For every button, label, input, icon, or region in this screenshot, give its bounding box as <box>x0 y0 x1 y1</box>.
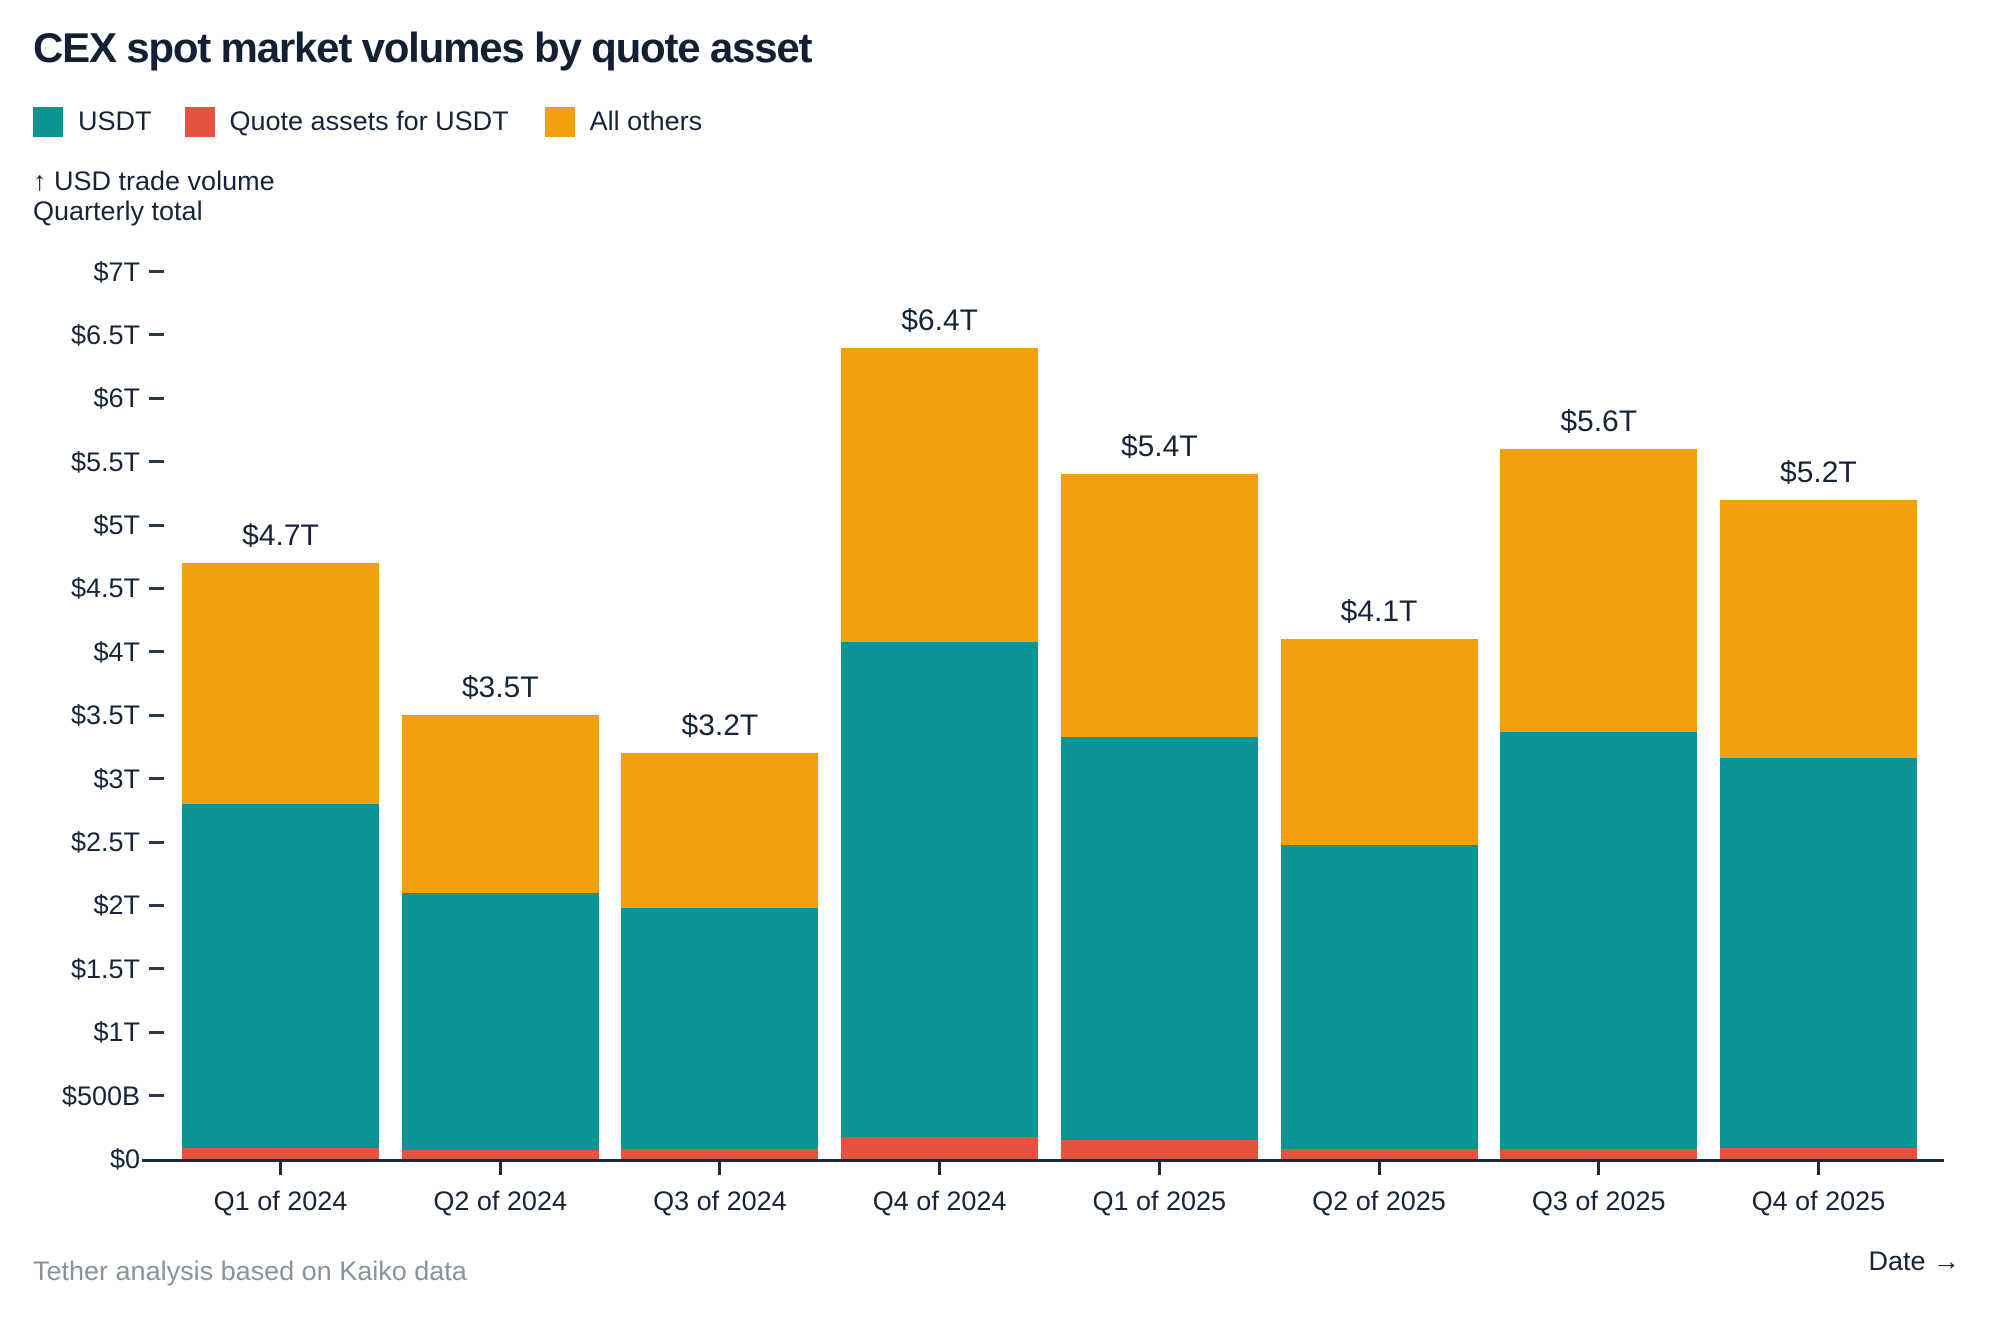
bar-segment-all-others <box>1280 639 1478 845</box>
x-tick-label: Q1 of 2025 <box>1092 1186 1227 1216</box>
y-tick-mark <box>149 903 164 907</box>
bar-total-label: $3.2T <box>681 709 759 743</box>
y-tick-mark <box>149 586 164 590</box>
bar-segment-usdt <box>1719 758 1917 1148</box>
page-title: CEX spot market volumes by quote asset <box>33 24 813 71</box>
y-tick-mark <box>149 840 164 844</box>
y-tick-mark <box>149 333 164 337</box>
bar-total-label: $5.2T <box>1780 455 1857 489</box>
y-tick-mark <box>149 650 164 654</box>
bar-segment-quote-assets-for-usdt <box>1500 1148 1698 1159</box>
y-tick-mark <box>149 1030 164 1034</box>
x-tick-mark <box>1157 1162 1161 1175</box>
x-tick-mark <box>1377 1162 1381 1175</box>
bar-segment-usdt <box>401 892 599 1151</box>
x-tick-mark <box>1816 1162 1820 1175</box>
x-axis-line <box>142 1159 1944 1162</box>
legend-label-usdt: USDT <box>78 106 152 136</box>
y-tick-label: $4T <box>93 636 140 667</box>
bar-segment-quote-assets-for-usdt <box>621 1148 819 1159</box>
bar-segment-all-others <box>841 347 1039 642</box>
x-tick-mark <box>498 1162 502 1175</box>
x-tick-label: Q2 of 2025 <box>1312 1186 1446 1216</box>
y-axis-title: ↑ USD trade volume Quarterly total <box>33 166 275 226</box>
y-tick-label: $2T <box>93 890 140 921</box>
x-tick-label: Q4 of 2024 <box>872 1186 1007 1216</box>
y-tick-mark <box>149 777 164 781</box>
x-tick-label: Q4 of 2025 <box>1751 1186 1886 1216</box>
x-axis-label: Date → <box>1868 1246 1960 1276</box>
x-tick-label: Q3 of 2025 <box>1531 1186 1666 1216</box>
y-tick-mark <box>149 460 164 464</box>
bar-segment-all-others <box>182 563 379 804</box>
y-tick-mark <box>149 523 164 527</box>
all-others-swatch-icon <box>544 106 575 137</box>
bar-segment-all-others <box>401 715 599 893</box>
y-tick-label: $6.5T <box>70 319 140 350</box>
y-tick-label: $2.5T <box>70 827 140 858</box>
x-tick-mark <box>718 1162 722 1175</box>
bar-segment-quote-assets-for-usdt <box>1060 1139 1258 1159</box>
bar-segment-quote-assets-for-usdt <box>1280 1148 1478 1159</box>
bar-total-label: $6.4T <box>901 303 978 337</box>
bar-total-label: $5.4T <box>1120 430 1198 464</box>
y-tick-label: $3.5T <box>70 700 140 731</box>
x-tick-mark <box>279 1162 282 1175</box>
bar-segment-usdt <box>1500 731 1698 1149</box>
bar-segment-quote-assets-for-usdt <box>401 1150 599 1159</box>
y-tick-label: $6T <box>93 383 140 414</box>
bar-segment-usdt <box>841 641 1039 1138</box>
bar-segment-all-others <box>1500 449 1698 732</box>
bar-segment-quote-assets-for-usdt <box>1719 1147 1917 1159</box>
bar-segment-all-others <box>621 753 819 908</box>
x-tick-label: Q1 of 2024 <box>213 1186 348 1216</box>
bar-total-label: $4.7T <box>242 519 319 553</box>
y-tick-label: $3T <box>93 763 140 794</box>
y-tick-label: $7T <box>93 256 140 287</box>
legend-label-all-others: All others <box>589 106 703 136</box>
bar-segment-all-others <box>1060 474 1258 737</box>
y-tick-mark <box>149 1094 164 1098</box>
bar-segment-quote-assets-for-usdt <box>841 1137 1039 1159</box>
legend-item-all-others: All others <box>544 106 703 137</box>
y-tick-label: $5T <box>93 510 140 541</box>
bar-segment-quote-assets-for-usdt <box>182 1147 379 1159</box>
y-axis-title-line1: ↑ USD trade volume <box>33 166 275 196</box>
bar-segment-usdt <box>182 804 379 1148</box>
y-tick-label: $4.5T <box>70 573 140 604</box>
x-tick-mark <box>1597 1162 1601 1175</box>
y-tick-mark <box>149 270 164 274</box>
bar-segment-usdt <box>1280 844 1478 1149</box>
bar-segment-usdt <box>1060 736 1258 1140</box>
footer-source-note: Tether analysis based on Kaiko data <box>33 1256 467 1286</box>
y-tick-mark <box>149 396 164 400</box>
bar-total-label: $5.6T <box>1560 405 1638 439</box>
x-tick-label: Q3 of 2024 <box>653 1186 787 1216</box>
legend: USDT Quote assets for USDT All others <box>33 106 702 137</box>
y-tick-label: $1T <box>93 1017 140 1048</box>
bar-segment-all-others <box>1719 499 1917 759</box>
y-tick-label: $1.5T <box>70 953 140 984</box>
usdt-swatch-icon <box>33 106 63 137</box>
y-tick-label: $5.5T <box>70 446 140 477</box>
y-axis-title-line2: Quarterly total <box>33 196 203 226</box>
y-tick-mark <box>149 967 164 971</box>
quote-assets-swatch-icon <box>184 106 215 137</box>
x-tick-label: Q2 of 2024 <box>433 1186 567 1216</box>
x-tick-mark <box>938 1162 942 1175</box>
legend-label-quote-assets: Quote assets for USDT <box>229 106 509 136</box>
bar-segment-usdt <box>621 907 819 1149</box>
y-tick-label: $0 <box>109 1144 140 1174</box>
y-tick-mark <box>149 713 164 717</box>
bar-total-label: $3.5T <box>461 671 539 705</box>
legend-item-usdt: USDT <box>33 106 152 137</box>
y-tick-label: $500B <box>61 1080 140 1111</box>
legend-item-quote-assets: Quote assets for USDT <box>184 106 509 137</box>
bar-total-label: $4.1T <box>1340 595 1418 629</box>
